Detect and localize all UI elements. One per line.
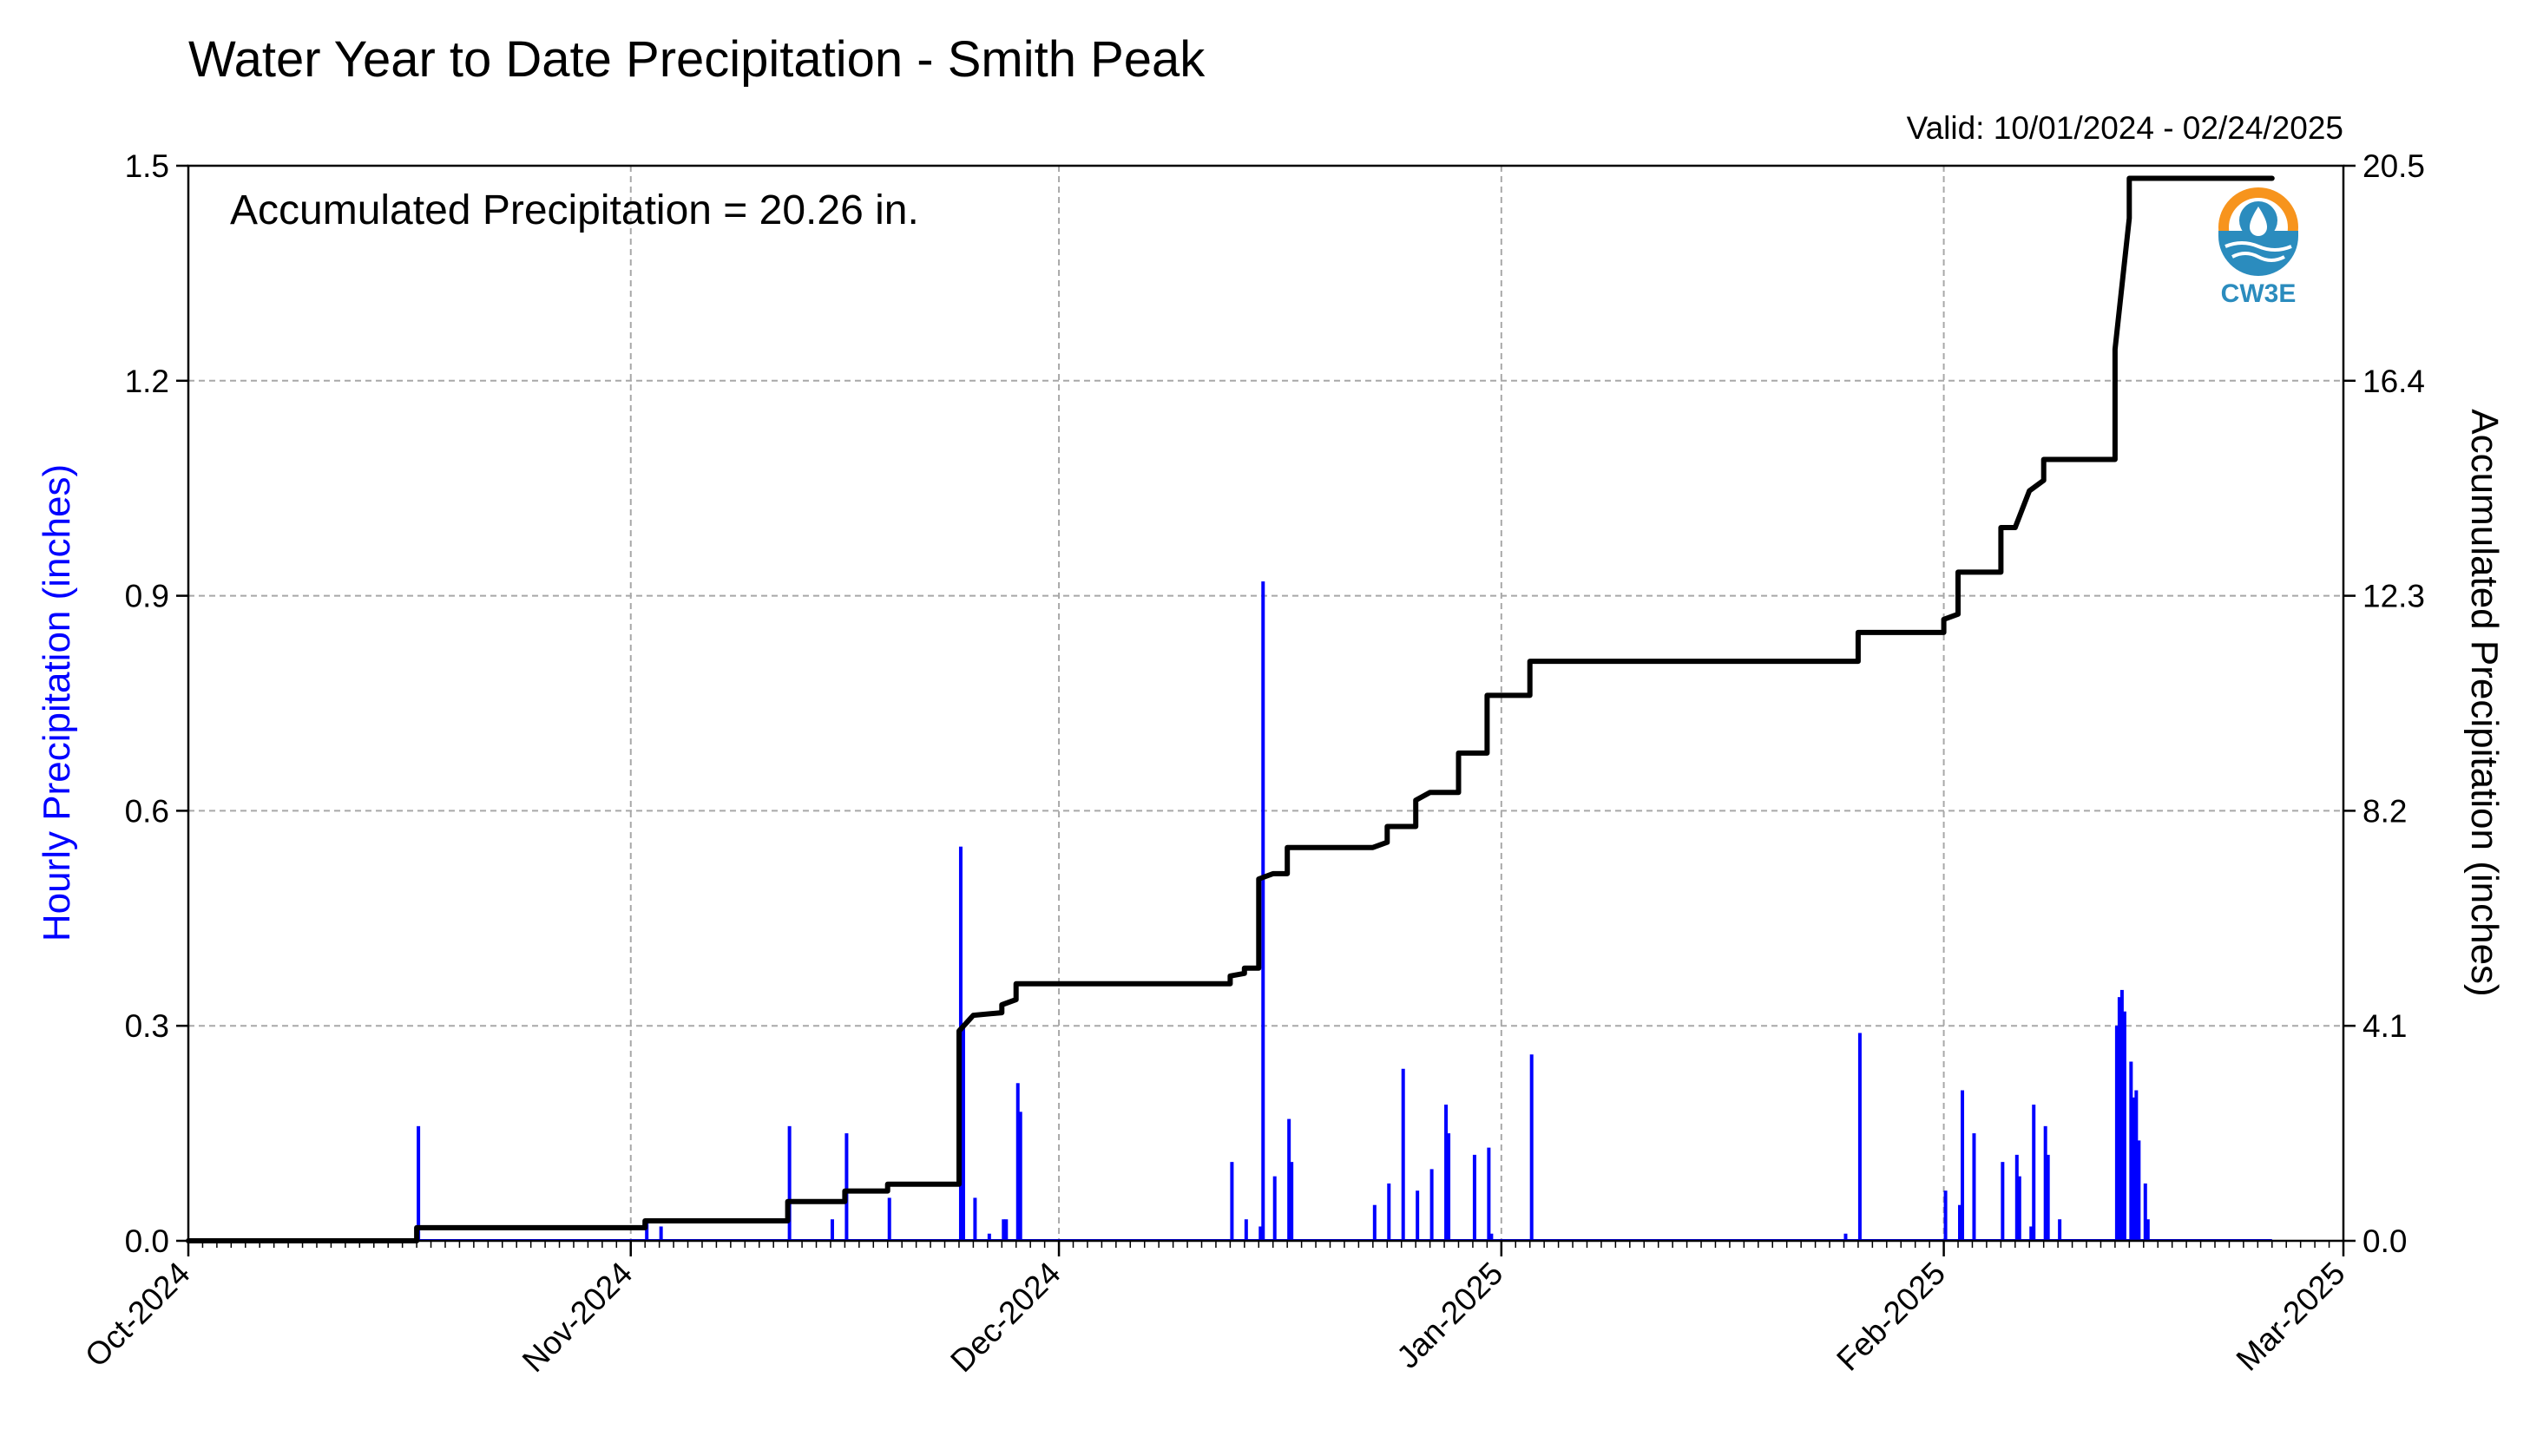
hourly-precip-bar: [1244, 1219, 1248, 1241]
y-tick-label-right: 8.2: [2362, 793, 2407, 829]
hourly-precip-bar: [830, 1219, 834, 1241]
hourly-precip-bar: [2032, 1105, 2036, 1241]
hourly-precip-bar: [2001, 1162, 2005, 1241]
hourly-precip-bar: [2143, 1183, 2147, 1241]
accumulated-precip-series: [186, 175, 2275, 1243]
hourly-precip-bar: [2014, 1154, 2019, 1241]
logo-text: CW3E: [2221, 279, 2297, 308]
hourly-precip-bar: [1018, 1112, 1022, 1241]
y-tick-label-right: 4.1: [2362, 1008, 2407, 1044]
hourly-precip-bar: [1372, 1204, 1377, 1241]
y-tick-label-left: 0.3: [125, 1008, 169, 1044]
hourly-precip-bar: [1387, 1183, 1391, 1241]
hourly-precip-bar: [1015, 1083, 1020, 1241]
hourly-precip-bar: [2029, 1226, 2034, 1241]
hourly-precip-bar: [1287, 1118, 1291, 1241]
hourly-precip-bar: [987, 1233, 991, 1241]
logo-wave-icon: [2224, 241, 2292, 252]
hourly-precip-bar: [1429, 1169, 1434, 1241]
chart-subtitle: Valid: 10/01/2024 - 02/24/2025: [1907, 110, 2343, 146]
hourly-precip-bar: [844, 1133, 849, 1241]
logo-drop-icon: [2250, 207, 2267, 236]
cw3e-logo: CW3E: [2218, 187, 2298, 308]
hourly-precip-bar: [2117, 997, 2121, 1241]
hourly-precip-bar: [1961, 1090, 1965, 1241]
y-tick-label-right: 16.4: [2362, 364, 2425, 399]
hourly-precip-bar: [1529, 1054, 1534, 1241]
hourly-precip-bar: [1272, 1176, 1277, 1241]
hourly-precip-bar: [961, 1026, 965, 1241]
hourly-precip-bar: [2119, 989, 2124, 1241]
hourly-precip-bar: [2046, 1154, 2050, 1241]
hourly-precip-bar: [887, 1197, 891, 1241]
hourly-precip-bar: [2058, 1219, 2062, 1241]
y-tick-label-left: 0.9: [125, 579, 169, 614]
accumulated-total-annotation: Accumulated Precipitation = 20.26 in.: [230, 187, 919, 233]
hourly-precip-bar: [2129, 1061, 2133, 1241]
hourly-precip-bar: [1843, 1233, 1848, 1241]
hourly-precip-bar: [659, 1226, 663, 1241]
hourly-precip-bar: [2137, 1140, 2141, 1241]
y-axis-label-left: Hourly Precipitation (inches): [36, 464, 78, 941]
logo-wave2-icon: [2231, 252, 2285, 262]
y-tick-label-left: 0.6: [125, 793, 169, 829]
hourly-precip-bar: [1447, 1133, 1451, 1241]
chart-title: Water Year to Date Precipitation - Smith…: [188, 31, 1206, 88]
hourly-precip-bar: [2122, 1011, 2126, 1241]
hourly-precip-bar: [1487, 1147, 1491, 1241]
hourly-precip-bar: [1958, 1204, 1962, 1241]
plot-frame: [187, 164, 2345, 1243]
y-tick-label-right: 12.3: [2362, 579, 2425, 614]
hourly-precip-bar: [787, 1125, 792, 1241]
hourly-precip-bar: [1261, 581, 1265, 1241]
hourly-precip-bar: [1444, 1105, 1449, 1241]
hourly-precip-bar: [1489, 1233, 1494, 1241]
hourly-precip-bar: [1943, 1190, 1948, 1241]
y-tick-label-left: 1.5: [125, 148, 169, 184]
y-tick-label-right: 20.5: [2362, 148, 2425, 184]
hourly-precip-bar: [2017, 1176, 2021, 1241]
hourly-precip-bar: [1972, 1133, 1976, 1241]
hourly-precip-bar: [1004, 1219, 1009, 1241]
accumulated-precip-line: [186, 175, 2275, 1243]
hourly-precip-bar: [1401, 1068, 1405, 1241]
hourly-precip-bar: [417, 1125, 421, 1241]
hourly-precip-bar: [2114, 1026, 2119, 1241]
hourly-precip-bar: [2146, 1219, 2150, 1241]
y-tick-label-left: 1.2: [125, 364, 169, 399]
hourly-precip-bar: [1258, 1226, 1263, 1241]
hourly-precip-bar: [645, 1219, 649, 1241]
hourly-precip-bar: [2132, 1097, 2136, 1241]
y-tick-label-left: 0.0: [125, 1223, 169, 1259]
y-tick-label-right: 0.0: [2362, 1223, 2407, 1259]
hourly-precip-bar: [1857, 1033, 1862, 1241]
gridlines: [188, 166, 2343, 1241]
hourly-precip-bar: [1416, 1190, 1420, 1241]
hourly-precip-bar: [1002, 1219, 1006, 1241]
hourly-precip-bar: [1230, 1162, 1234, 1241]
y-axis-label-right: Accumulated Precipitation (inches): [2463, 409, 2506, 996]
hourly-precip-bar: [2043, 1125, 2047, 1241]
hourly-precip-bar: [1290, 1162, 1294, 1241]
hourly-precip-bar: [2134, 1090, 2139, 1241]
hourly-precip-bar: [973, 1197, 977, 1241]
hourly-precip-bar: [1472, 1154, 1476, 1241]
